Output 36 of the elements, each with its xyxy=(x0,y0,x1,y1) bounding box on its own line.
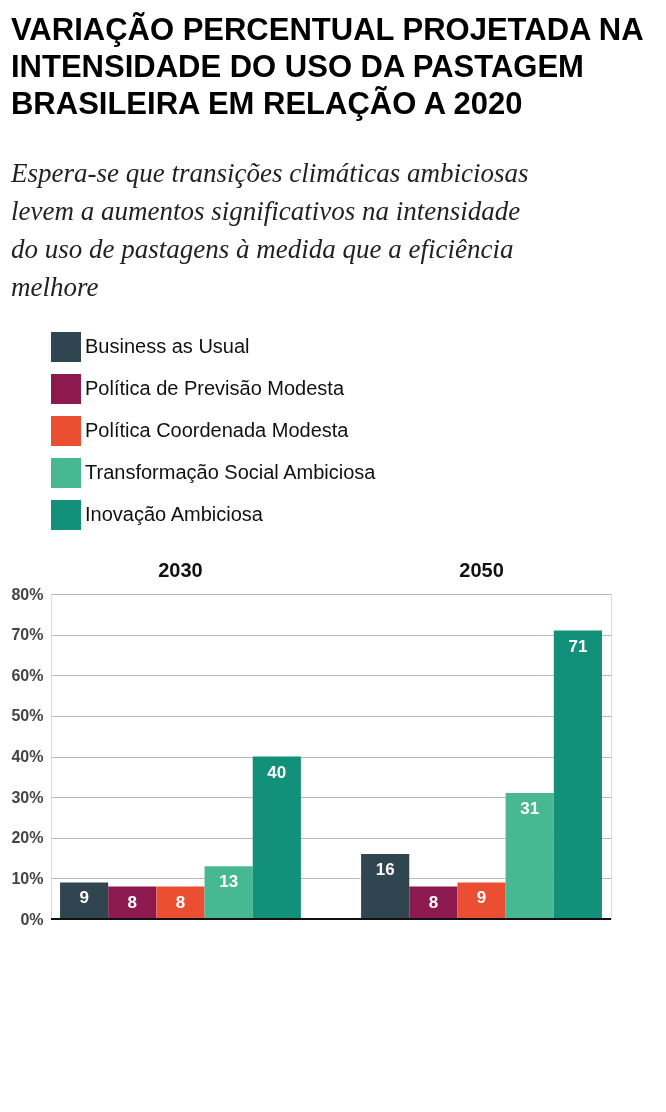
data-label: 9 xyxy=(476,888,487,908)
bar xyxy=(60,882,109,919)
bar xyxy=(252,756,301,919)
bar xyxy=(204,866,253,919)
y-tick-label: 80% xyxy=(11,585,44,603)
y-tick-label: 20% xyxy=(11,829,44,847)
legend-label: Transformação Social Ambiciosa xyxy=(85,461,377,483)
bar xyxy=(505,793,554,919)
data-label: 40 xyxy=(267,762,287,782)
data-label: 9 xyxy=(79,888,89,908)
data-label: 8 xyxy=(428,892,439,912)
bar xyxy=(553,630,602,919)
chart-subtitle: Espera-se que transições climáticas ambiciosas levem a aumentos significativos na intensidade do uso de pastagens à medida que a eficiência melhore xyxy=(9,158,529,302)
bar xyxy=(156,886,205,919)
y-tick-label: 40% xyxy=(11,748,44,765)
y-tick-label: 0% xyxy=(20,910,44,928)
y-tick-label: 70% xyxy=(11,626,44,644)
legend-label: Política de Previsão Modesta xyxy=(85,377,345,399)
legend-label: Inovação Ambiciosa xyxy=(85,503,264,525)
y-tick-label: 10% xyxy=(11,869,44,887)
y-tick-label: 60% xyxy=(11,666,44,684)
x-tick-label: 2050 xyxy=(459,558,504,581)
bar xyxy=(361,854,410,919)
data-label: 31 xyxy=(520,799,540,819)
legend-label: Business as Usual xyxy=(85,335,250,357)
legend-label: Política Coordenada Modesta xyxy=(85,419,350,441)
y-tick-label: 50% xyxy=(11,707,44,725)
bar xyxy=(457,882,506,919)
y-tick-label: 30% xyxy=(11,788,44,806)
x-tick-label: 2030 xyxy=(158,558,203,581)
chart-title: VARIAÇÃO PERCENTUAL PROJETADA NA INTENSIDADE DO USO DA PASTAGEM BRASILEIRA EM RELAÇÃO A 2020 xyxy=(10,12,644,121)
data-label: 16 xyxy=(375,860,395,879)
data-label: 8 xyxy=(175,892,186,912)
data-label: 8 xyxy=(127,892,138,912)
data-label: 13 xyxy=(219,872,239,892)
data-label: 71 xyxy=(568,636,588,656)
